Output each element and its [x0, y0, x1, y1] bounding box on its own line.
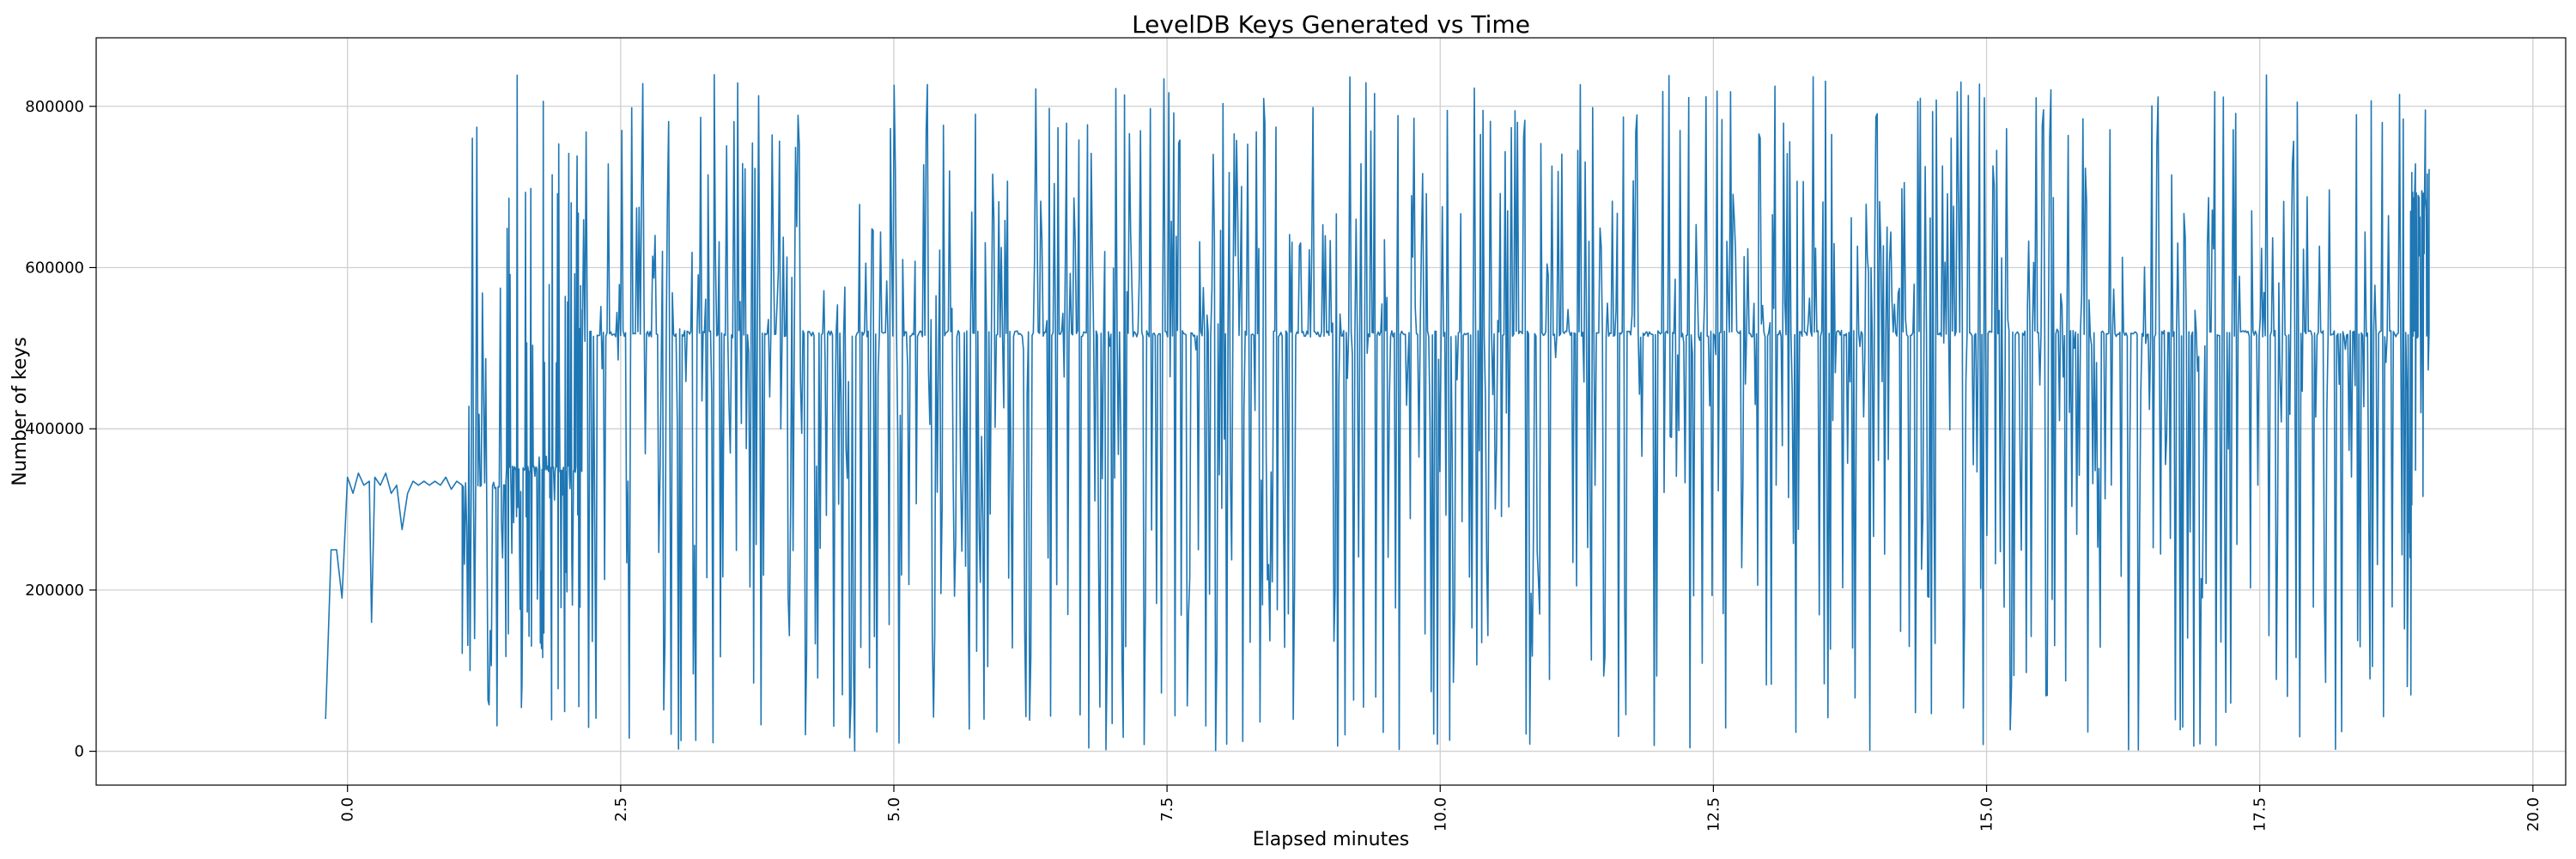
x-tick-label: 7.5 [1158, 797, 1176, 822]
series-line-keys [325, 74, 2430, 752]
chart-title: LevelDB Keys Generated vs Time [1132, 10, 1530, 39]
x-tick-label: 2.5 [612, 797, 630, 822]
x-axis: 0.0 2.5 5.0 7.5 10.0 12.5 15.0 17.5 20.0 [339, 785, 2543, 832]
y-axis: 0 200000 400000 600000 800000 [25, 98, 96, 761]
x-tick-label: 20.0 [2524, 797, 2543, 832]
y-tick-label: 200000 [25, 582, 84, 600]
x-tick-label: 10.0 [1431, 797, 1449, 832]
y-tick-label: 0 [75, 743, 84, 761]
x-tick-label: 0.0 [339, 797, 357, 822]
y-tick-label: 600000 [25, 259, 84, 277]
x-tick-label: 15.0 [1978, 797, 1996, 832]
data-series [325, 74, 2430, 752]
plot-frame [95, 37, 2567, 786]
x-tick-label: 17.5 [2251, 797, 2269, 832]
y-tick-label: 400000 [25, 420, 84, 438]
y-tick-label: 800000 [25, 98, 84, 116]
x-tick-label: 5.0 [885, 797, 903, 822]
x-tick-label: 12.5 [1704, 797, 1722, 832]
y-axis-title: Number of keys [9, 337, 31, 486]
x-axis-title: Elapsed minutes [1253, 829, 1409, 850]
